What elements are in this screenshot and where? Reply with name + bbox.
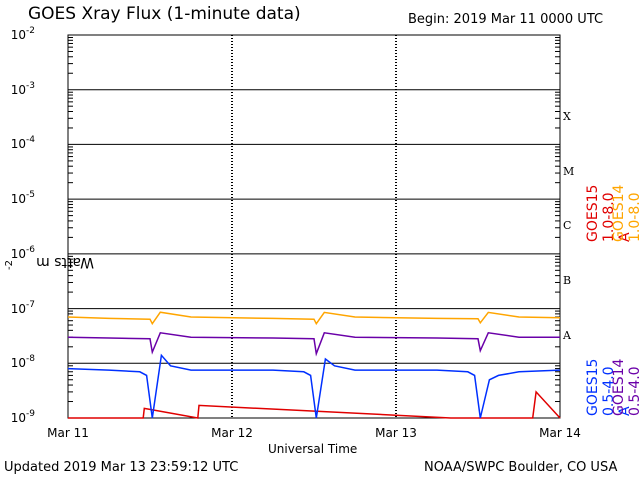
flare-class-label: M <box>563 164 575 178</box>
y-tick-label: 10-7 <box>10 299 35 316</box>
begin-time: Begin: 2019 Mar 11 0000 UTC <box>408 12 604 27</box>
flare-class-label: A <box>563 328 571 342</box>
y-tick-label: 10-6 <box>10 244 35 261</box>
flare-class-label: B <box>563 273 572 287</box>
x-tick-label: Mar 13 <box>375 426 417 440</box>
y-tick-label: 10-8 <box>10 354 35 371</box>
series-line-1 <box>67 311 561 326</box>
plot-frame <box>67 34 561 419</box>
x-tick-label: Mar 12 <box>211 426 253 440</box>
y-tick-label: 10-2 <box>10 26 35 42</box>
legend-entry: GOES14 0.5-4.0 A <box>611 358 640 416</box>
flare-class-label: C <box>563 219 572 233</box>
credit: NOAA/SWPC Boulder, CO USA <box>424 460 618 475</box>
y-tick-label: 10-5 <box>10 190 35 207</box>
chart-title: GOES Xray Flux (1-minute data) <box>28 4 301 24</box>
y-tick-label: 10-3 <box>10 80 35 97</box>
series-line-2 <box>67 353 561 419</box>
series-line-3 <box>67 331 560 357</box>
updated-time: Updated 2019 Mar 13 23:59:12 UTC <box>4 460 239 475</box>
x-axis-label: Universal Time <box>268 442 358 456</box>
legend-entry: GOES14 1.0-8.0 A <box>611 184 640 242</box>
y-tick-label: 10-9 <box>10 409 35 425</box>
flare-class-label: X <box>563 109 571 123</box>
x-tick-label: Mar 14 <box>539 426 581 440</box>
x-tick-label: Mar 11 <box>47 426 89 440</box>
y-tick-label: 10-4 <box>10 135 35 152</box>
series-line-0 <box>68 390 561 419</box>
